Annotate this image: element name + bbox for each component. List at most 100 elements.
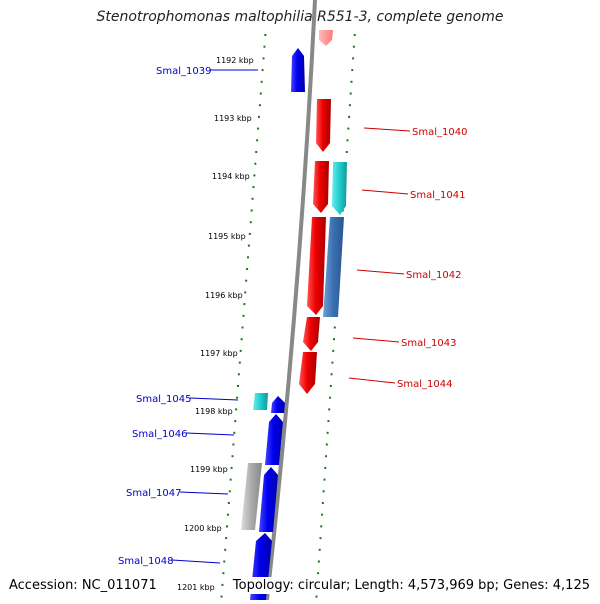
scale-label-kbp: 1200 kbp <box>184 524 222 533</box>
gene-leader-line <box>189 397 239 401</box>
gene-leader-line <box>356 269 405 275</box>
gene-label-smal-1040[interactable]: Smal_1040 <box>412 127 467 138</box>
gene-label-smal-1041[interactable]: Smal_1041 <box>410 190 465 201</box>
scale-tick <box>329 396 332 399</box>
gene-arrow-cyan-1041[interactable] <box>332 162 347 215</box>
scale-tick <box>352 45 355 48</box>
scale-tick <box>227 502 230 504</box>
gene-arrow-smal-1042[interactable] <box>307 217 326 315</box>
gene-label-smal-1043[interactable]: Smal_1043 <box>401 338 456 349</box>
gene-label-smal-1048[interactable]: Smal_1048 <box>118 556 173 567</box>
scale-tick <box>240 338 243 341</box>
scale-tick <box>225 537 228 540</box>
gene-leader-line <box>179 491 229 495</box>
scale-tick <box>229 478 232 481</box>
scale-label-kbp: 1197 kbp <box>200 349 238 358</box>
gene-leader-line <box>361 189 409 195</box>
scale-tick <box>249 221 252 224</box>
scale-tick <box>347 127 350 130</box>
scale-tick <box>250 209 253 212</box>
gene-label-smal-1047[interactable]: Smal_1047 <box>126 488 181 499</box>
gene-leader-line <box>348 377 396 384</box>
gene-arrow-smal-1039[interactable] <box>291 48 305 92</box>
scale-tick <box>317 560 320 563</box>
gene-label-smal-1039[interactable]: Smal_1039 <box>156 66 211 77</box>
scale-tick <box>348 104 351 107</box>
scale-tick <box>349 92 352 95</box>
gene-label-smal-1044[interactable]: Smal_1044 <box>397 379 452 390</box>
scale-tick <box>256 139 259 142</box>
scale-label-kbp: 1198 kbp <box>195 407 233 416</box>
scale-tick <box>263 45 266 48</box>
gene-arrow-smal-1040[interactable] <box>316 99 331 152</box>
scale-tick <box>236 385 239 387</box>
gene-arrow-smal-1047[interactable] <box>259 467 278 532</box>
gene-arrow-smal-1041[interactable] <box>313 161 329 213</box>
scale-tick <box>315 595 318 598</box>
scale-tick <box>331 361 334 364</box>
scale-tick <box>261 69 264 72</box>
scale-tick <box>326 431 329 434</box>
scale-tick <box>260 80 263 83</box>
scale-tick <box>322 490 325 493</box>
scale-label-kbp: 1192 kbp <box>216 56 254 65</box>
scale-tick <box>327 420 330 423</box>
scale-tick <box>257 115 260 118</box>
gene-label-smal-1042[interactable]: Smal_1042 <box>406 270 461 281</box>
scale-tick <box>323 478 326 481</box>
gene-arrow-smal-1046[interactable] <box>265 414 283 465</box>
scale-tick <box>318 548 321 551</box>
gene-arrow-top-partial[interactable] <box>319 30 333 46</box>
scale-labels: 1192 kbp 1193 kbp 1194 kbp 1195 kbp 1196 kbp… <box>177 56 254 592</box>
scale-tick <box>245 279 248 282</box>
scale-tick <box>243 303 246 306</box>
scale-tick <box>328 408 331 411</box>
gene-labels: Smal_1039 Smal_1045 Smal_1046 Smal_1047 Smal… <box>118 66 467 567</box>
scale-tick <box>248 232 251 235</box>
gene-leader-line <box>185 432 235 436</box>
scale-tick <box>237 373 240 376</box>
scale-tick <box>238 361 241 364</box>
gene-label-smal-1046[interactable]: Smal_1046 <box>132 429 187 440</box>
scale-tick <box>324 466 327 469</box>
scale-tick <box>220 595 223 598</box>
forward-strand-genes <box>299 30 347 394</box>
scale-tick <box>252 186 255 189</box>
scale-tick <box>254 162 257 165</box>
scale-tick <box>224 548 227 551</box>
scale-tick <box>350 80 353 83</box>
scale-tick <box>317 572 320 575</box>
scale-tick <box>353 34 356 36</box>
scale-tick <box>230 466 233 469</box>
gene-arrow-smal-1045[interactable] <box>271 396 285 413</box>
scale-tick <box>333 338 336 341</box>
gene-label-smal-1045[interactable]: Smal_1045 <box>136 394 191 405</box>
scale-tick <box>321 502 324 504</box>
gene-arrow-smal-1044[interactable] <box>299 352 317 394</box>
scale-tick <box>258 104 261 107</box>
scale-label-kbp: 1199 kbp <box>190 465 228 474</box>
gene-arrow-smal-1047-gray[interactable] <box>241 463 262 530</box>
scale-tick <box>226 513 229 516</box>
scale-tick <box>348 115 351 118</box>
gene-arrow-steel-1042[interactable] <box>323 217 344 317</box>
scale-tick <box>239 349 242 352</box>
scale-tick <box>262 57 265 60</box>
scale-tick <box>325 443 328 446</box>
scale-tick <box>330 373 333 376</box>
gene-arrow-smal-1043[interactable] <box>303 317 320 351</box>
scale-tick <box>321 513 324 516</box>
scale-tick <box>247 244 250 247</box>
accession-text: Accession: NC_011071 <box>5 577 161 594</box>
scale-tick <box>259 92 262 95</box>
scale-tick <box>325 455 328 458</box>
scale-tick <box>255 151 258 153</box>
scale-tick <box>223 560 226 563</box>
gene-arrow-smal-1045-cyan[interactable] <box>253 393 268 410</box>
gene-leader-line <box>171 559 221 564</box>
scale-tick <box>234 420 237 423</box>
scale-label-kbp: 1196 kbp <box>205 291 243 300</box>
scale-tick <box>264 34 267 36</box>
